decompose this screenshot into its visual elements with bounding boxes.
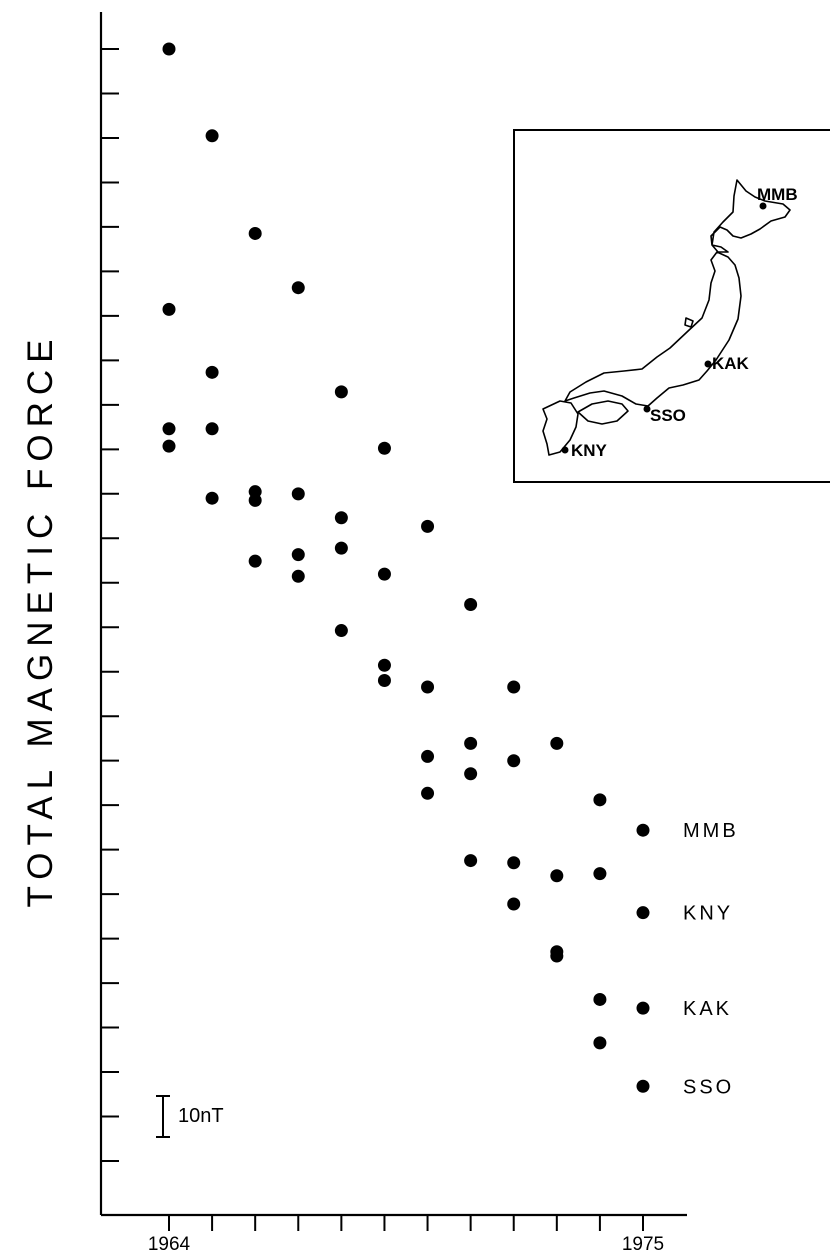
station-label-mmb: MMB: [757, 185, 798, 204]
data-point-sso: [550, 949, 564, 963]
data-point-sso: [162, 439, 176, 453]
data-point-sso: [334, 511, 348, 525]
hokkaido-outline: [710, 179, 791, 253]
scale-bar: 10nT: [156, 1095, 224, 1138]
data-point-sso: [507, 754, 521, 768]
inset-map: MMB KAK SSO KNY: [513, 129, 830, 483]
data-point-kny: [593, 867, 607, 881]
honshu-outline: [564, 251, 742, 407]
data-point-kak: [162, 302, 176, 316]
data-point-sso: [464, 736, 478, 750]
station-marker-sso: [643, 405, 651, 413]
data-point-kak: [593, 992, 607, 1006]
station-label-sso: SSO: [650, 406, 686, 425]
data-point-kny: [334, 541, 348, 555]
data-point-sso: [377, 567, 391, 581]
data-point-kny: [377, 658, 391, 672]
legend-label-sso: SSO: [683, 1076, 734, 1098]
data-point-mmb: [593, 793, 607, 807]
data-point-kak: [334, 624, 348, 638]
data-point-sso: [636, 1079, 650, 1093]
data-point-kny: [205, 491, 219, 505]
data-point-kak: [377, 673, 391, 687]
data-point-kny: [421, 749, 435, 763]
x-tick-label: 1964: [148, 1234, 191, 1253]
y-ticks: [101, 48, 119, 1162]
data-point-kak: [291, 569, 305, 583]
y-axis-label: TOTAL MAGNETIC FORCE: [21, 333, 60, 908]
data-point-kny: [507, 856, 521, 870]
legend-label-kny: KNY: [683, 903, 733, 925]
data-point-kny: [636, 906, 650, 920]
data-points: [162, 42, 650, 1093]
data-point-mmb: [248, 226, 262, 240]
data-point-mmb: [377, 441, 391, 455]
legend-label-mmb: MMB: [683, 820, 739, 842]
data-point-kak: [636, 1001, 650, 1015]
data-point-mmb: [334, 385, 348, 399]
legend: MMB KAK SSO KNY: [683, 820, 739, 1098]
data-point-kny: [248, 554, 262, 568]
data-point-kak: [421, 786, 435, 800]
data-point-mmb: [464, 598, 478, 612]
station-marker-kak: [704, 360, 712, 368]
x-ticks: 1964 1975: [148, 1215, 664, 1253]
legend-label-kak: KAK: [683, 998, 732, 1020]
shikoku-outline: [577, 400, 629, 425]
data-point-mmb: [291, 281, 305, 295]
station-label-kny: KNY: [571, 441, 608, 460]
scale-bar-label: 10nT: [178, 1105, 224, 1127]
data-point-kny: [162, 422, 176, 436]
kyushu-outline: [542, 400, 579, 456]
data-point-sso: [248, 485, 262, 499]
data-point-kny: [464, 767, 478, 781]
data-point-sso: [291, 487, 305, 501]
data-point-sso: [421, 680, 435, 694]
station-label-kak: KAK: [712, 354, 750, 373]
data-point-mmb: [205, 129, 219, 143]
data-point-kak: [464, 854, 478, 868]
sado-island: [684, 317, 694, 328]
data-point-kny: [291, 548, 305, 562]
data-point-kny: [550, 869, 564, 883]
data-point-sso: [205, 422, 219, 436]
station-marker-kny: [561, 446, 569, 454]
data-point-mmb: [636, 823, 650, 837]
data-point-mmb: [550, 736, 564, 750]
data-point-mmb: [507, 680, 521, 694]
station-marker-mmb: [759, 202, 767, 210]
data-point-kak: [507, 897, 521, 911]
data-point-sso: [593, 1036, 607, 1050]
data-point-mmb: [421, 519, 435, 533]
x-tick-label: 1975: [622, 1234, 664, 1253]
data-point-mmb: [162, 42, 176, 56]
data-point-kak: [205, 365, 219, 379]
